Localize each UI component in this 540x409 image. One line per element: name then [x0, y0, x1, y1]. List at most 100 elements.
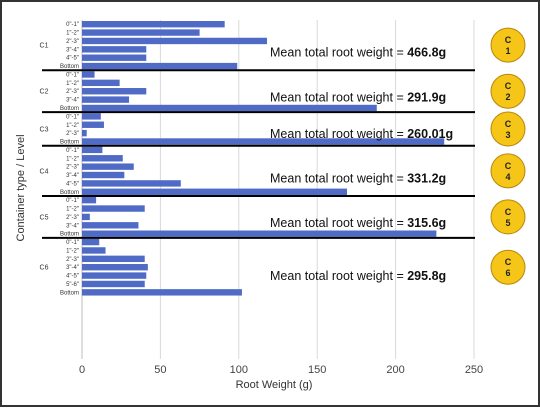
category-tick-label: 3"-4" [66, 47, 79, 53]
category-tick-label: Bottom [60, 290, 79, 296]
category-tick-label: Bottom [60, 106, 79, 112]
badge-number: 4 [505, 172, 510, 182]
container-badge [490, 153, 526, 189]
bar [82, 238, 100, 246]
bar [82, 171, 125, 179]
bar [82, 20, 225, 28]
badge-number: 5 [505, 218, 510, 228]
category-tick-label: 1"-2" [66, 207, 79, 213]
bar [82, 104, 377, 112]
badge-letter: C [505, 207, 512, 217]
bar [82, 79, 120, 87]
badge-letter: C [505, 119, 512, 129]
badge-letter: C [505, 161, 512, 171]
bar [82, 96, 130, 103]
bar [82, 62, 238, 70]
badge-number: 1 [505, 46, 510, 56]
mean-prefix: Mean total root weight = [270, 46, 407, 60]
bar [82, 196, 97, 204]
mean-value: 260.01g [407, 127, 453, 141]
category-tick-label: 0"-1" [66, 240, 79, 246]
category-tick-label: 3"-4" [66, 98, 79, 104]
bar [82, 88, 147, 95]
badge-number: 6 [505, 268, 510, 278]
mean-prefix: Mean total root weight = [270, 269, 407, 283]
bar [82, 138, 445, 145]
bar [82, 121, 104, 128]
mean-weight-annotation: Mean total root weight = 315.6g [270, 216, 446, 230]
bar [82, 289, 242, 296]
category-tick-label: 0"-1" [66, 72, 79, 78]
category-tick-label: 2"-3" [66, 257, 79, 263]
category-tick-label: Bottom [60, 190, 79, 196]
mean-value: 295.8g [407, 269, 446, 283]
category-tick-label: 1"-2" [66, 31, 79, 37]
badge-letter: C [505, 35, 512, 45]
bar [82, 272, 147, 279]
bar [82, 255, 145, 263]
category-tick-label: 0"-1" [66, 198, 79, 204]
category-tick-label: 3"-4" [66, 223, 79, 229]
category-tick-label: 0"-1" [66, 22, 79, 28]
category-tick-label: 2"-3" [66, 131, 79, 137]
bar [82, 163, 134, 170]
group-label: C4 [40, 168, 49, 175]
mean-weight-annotation: Mean total root weight = 331.2g [270, 171, 446, 185]
bar [82, 29, 200, 36]
category-tick-label: 1"-2" [66, 123, 79, 129]
mean-prefix: Mean total root weight = [270, 127, 407, 141]
badge-number: 2 [505, 92, 510, 102]
mean-weight-annotation: Mean total root weight = 295.8g [270, 269, 446, 283]
category-tick-label: 0"-1" [66, 148, 79, 154]
x-tick-label: 250 [465, 364, 483, 376]
category-tick-label: 5"-6" [66, 282, 79, 288]
category-tick-label: 1"-2" [66, 81, 79, 87]
category-tick-label: 2"-3" [66, 215, 79, 221]
category-labels: 0"-1" 1"-2" 2"-3" 3"-4" 4"-5" Bottom C1 0"-1" 1"… [40, 22, 79, 296]
bar [82, 247, 106, 254]
x-tick-label: 50 [154, 364, 166, 376]
category-tick-label: 1"-2" [66, 156, 79, 162]
badge-letter: C [505, 257, 512, 267]
badge-letter: C [505, 81, 512, 91]
bar [82, 146, 103, 154]
category-tick-label: 4"-5" [66, 56, 79, 62]
group-label: C6 [40, 265, 49, 272]
mean-prefix: Mean total root weight = [270, 171, 407, 185]
container-badge [490, 199, 526, 235]
category-tick-label: 2"-3" [66, 89, 79, 95]
bar [82, 155, 123, 162]
mean-prefix: Mean total root weight = [270, 91, 407, 105]
x-tick-label: 150 [308, 364, 326, 376]
x-tick-label: 200 [386, 364, 404, 376]
bar [82, 230, 437, 237]
group-label: C3 [40, 126, 49, 133]
category-tick-label: Bottom [60, 232, 79, 238]
container-badge [490, 249, 526, 285]
category-tick-label: 3"-4" [66, 265, 79, 271]
category-tick-label: Bottom [60, 140, 79, 146]
category-tick-label: 1"-2" [66, 248, 79, 254]
bar [82, 188, 347, 195]
bars [82, 20, 445, 296]
y-axis-label: Container type / Level [15, 134, 27, 241]
x-tick-label: 0 [79, 364, 85, 376]
container-badge [490, 73, 526, 109]
bar [82, 213, 90, 221]
bar [82, 280, 145, 288]
mean-value: 331.2g [407, 171, 446, 185]
group-label: C1 [40, 43, 49, 50]
bar [82, 71, 95, 78]
container-badge [490, 111, 526, 147]
mean-weight-annotation: Mean total root weight = 291.9g [270, 91, 446, 105]
x-tick-label: 100 [230, 364, 248, 376]
group-label: C2 [40, 89, 49, 96]
mean-prefix: Mean total root weight = [270, 216, 407, 230]
bar [82, 222, 139, 229]
bar [82, 46, 147, 53]
category-tick-label: Bottom [60, 64, 79, 70]
container-badge [490, 27, 526, 63]
